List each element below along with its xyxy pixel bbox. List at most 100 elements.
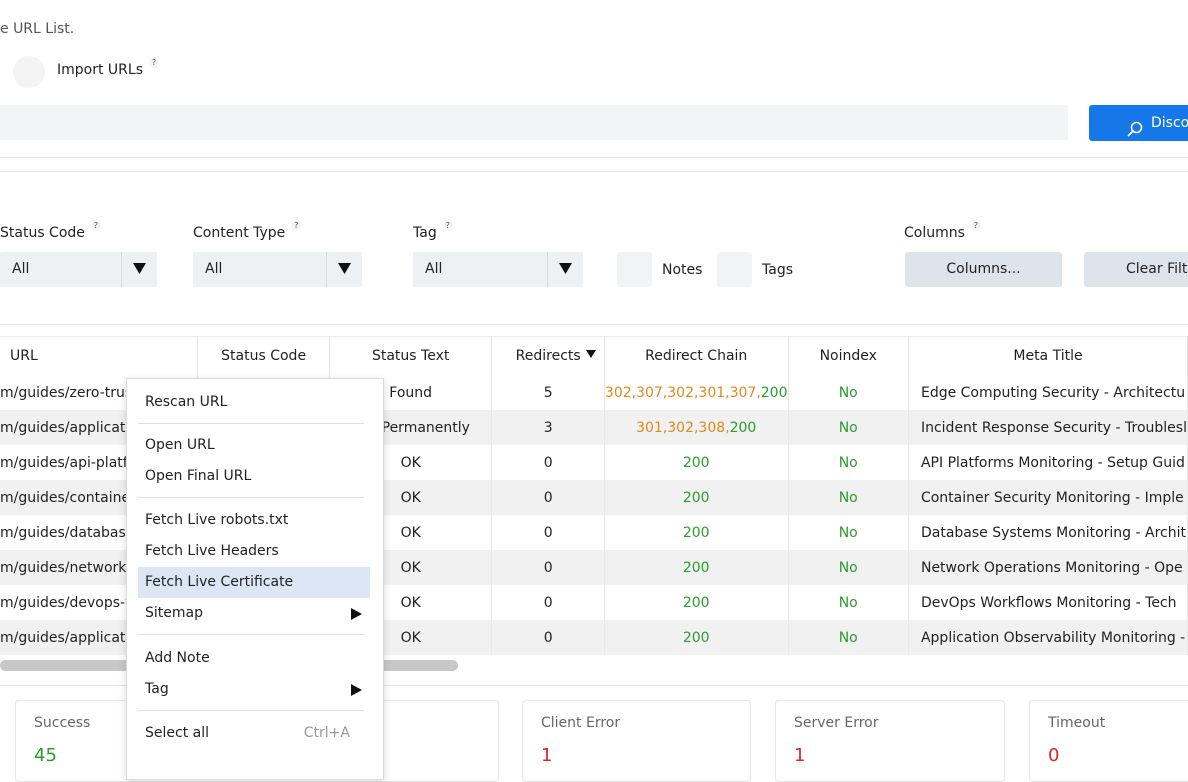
redirect-status: 302, (604, 384, 637, 401)
redirect-chain-cell: 200 (604, 550, 789, 585)
tag-filter-label: Tag? (413, 221, 453, 241)
redirects-cell: 5 (491, 375, 605, 410)
column-header-redirect-chain[interactable]: Redirect Chain (604, 336, 789, 375)
summary-card-timeout: Timeout 0 (1029, 700, 1188, 782)
redirect-status: 302, (667, 419, 699, 436)
column-header-status-text[interactable]: Status Text (329, 336, 493, 375)
redirects-cell: 0 (491, 515, 605, 550)
noindex-cell: No (788, 480, 909, 515)
content-type-select[interactable]: All (193, 252, 362, 287)
redirect-status: 200 (682, 454, 710, 471)
chevron-down-icon[interactable] (121, 252, 157, 287)
summary-value: 1 (541, 745, 553, 766)
menu-separator (138, 710, 364, 711)
status-code-select[interactable]: All (0, 252, 157, 287)
import-urls-label[interactable]: Import URLs? (57, 58, 159, 78)
redirect-status: 200 (682, 559, 710, 576)
menu-item-select-all[interactable]: Select all Ctrl+A (138, 718, 370, 749)
chevron-down-icon[interactable] (326, 252, 362, 287)
divider (0, 157, 1188, 158)
redirects-header-label: Redirects (515, 348, 581, 364)
meta-title-cell: Database Systems Monitoring - Archit (908, 515, 1188, 550)
column-header-meta-title[interactable]: Meta Title (908, 336, 1188, 375)
menu-item-fetch-robots[interactable]: Fetch Live robots.txt (145, 512, 289, 528)
url-input[interactable] (0, 105, 1068, 140)
menu-item-tag[interactable]: Tag (138, 674, 370, 705)
noindex-cell: No (788, 515, 909, 550)
table-row[interactable]: m/guides/applicatio ved Permanently 3 301,3… (0, 410, 1188, 445)
redirect-status: 307, (636, 384, 668, 401)
redirect-chain-cell: 200 (604, 585, 789, 620)
meta-title-cell: Network Operations Monitoring - Ope (908, 550, 1188, 585)
menu-item-label: Select all (145, 725, 209, 741)
redirect-status: 308, (698, 419, 730, 436)
tag-select[interactable]: All (413, 252, 583, 287)
redirect-chain-cell: 301,302,308,200 (604, 410, 789, 445)
notes-checkbox[interactable] (617, 252, 652, 287)
import-urls-toggle[interactable] (13, 56, 45, 88)
help-icon[interactable]: ? (148, 58, 159, 68)
menu-item-rescan-url[interactable]: Rescan URL (145, 394, 228, 410)
tags-checkbox[interactable] (717, 252, 752, 287)
status-code-select-value: All (12, 261, 30, 277)
menu-item-open-final-url[interactable]: Open Final URL (145, 468, 252, 484)
noindex-cell: No (788, 410, 909, 445)
sort-desc-icon[interactable] (585, 346, 596, 362)
submenu-arrow-icon (351, 598, 362, 632)
column-header-noindex[interactable]: Noindex (788, 336, 909, 375)
redirects-cell: 0 (491, 550, 605, 585)
menu-separator (138, 423, 364, 424)
menu-item-fetch-headers[interactable]: Fetch Live Headers (145, 543, 279, 559)
redirects-cell: 0 (491, 585, 605, 620)
noindex-cell: No (788, 550, 909, 585)
meta-title-cell: Application Observability Monitoring - (908, 620, 1188, 655)
redirect-status: 301, (636, 419, 668, 436)
redirects-cell: 0 (491, 620, 605, 655)
help-icon[interactable]: ? (442, 221, 453, 231)
help-icon[interactable]: ? (291, 221, 302, 231)
column-header-url[interactable]: URL (0, 336, 199, 375)
summary-label: Client Error (541, 715, 621, 731)
meta-title-cell: Container Security Monitoring - Imple (908, 480, 1188, 515)
clear-filters-button[interactable]: Clear Filte (1084, 252, 1188, 287)
submenu-arrow-icon (351, 674, 362, 708)
redirect-status: 307, (729, 384, 761, 401)
menu-item-add-note[interactable]: Add Note (145, 650, 210, 666)
status-code-filter-label: Status Code? (0, 221, 101, 241)
discover-label: Disco (1151, 115, 1188, 131)
noindex-cell: No (788, 375, 909, 410)
columns-label: Columns? (904, 221, 981, 241)
redirect-status: 200 (682, 489, 710, 506)
redirect-status: 301, (698, 384, 730, 401)
summary-card-client-error: Client Error 1 (522, 700, 751, 782)
page-subtitle: e URL List. (0, 21, 75, 37)
redirect-chain-cell: 200 (604, 620, 789, 655)
menu-item-fetch-certificate[interactable]: Fetch Live Certificate (138, 567, 370, 598)
tag-filter-text: Tag (413, 225, 437, 241)
columns-label-text: Columns (904, 225, 965, 241)
context-menu: Rescan URL Open URL Open Final URL Fetch… (126, 378, 384, 780)
noindex-cell: No (788, 620, 909, 655)
chevron-down-icon[interactable] (547, 252, 583, 287)
discover-button[interactable]: Disco (1089, 105, 1188, 141)
meta-title-cell: DevOps Workflows Monitoring - Tech (908, 585, 1188, 620)
help-icon[interactable]: ? (90, 221, 101, 231)
redirect-status: 302, (667, 384, 699, 401)
divider (0, 685, 1188, 686)
column-header-status-code[interactable]: Status Code (197, 336, 330, 375)
menu-separator (138, 634, 364, 635)
summary-label: Timeout (1048, 715, 1106, 731)
redirect-status: 200 (682, 594, 710, 611)
redirects-cell: 3 (491, 410, 605, 445)
column-header-redirects[interactable]: Redirects (491, 336, 605, 375)
menu-item-sitemap[interactable]: Sitemap (138, 598, 370, 629)
help-icon[interactable]: ? (970, 221, 981, 231)
columns-button[interactable]: Columns... (905, 252, 1062, 287)
menu-separator (138, 497, 364, 498)
meta-title-cell: Incident Response Security - Troublesl (908, 410, 1188, 445)
redirect-chain-cell: 200 (604, 480, 789, 515)
table-header-row: URL Status Code Status Text Redirects Re… (0, 336, 1188, 375)
menu-item-open-url[interactable]: Open URL (145, 437, 215, 453)
summary-value: 1 (794, 745, 806, 766)
redirects-cell: 0 (491, 445, 605, 480)
